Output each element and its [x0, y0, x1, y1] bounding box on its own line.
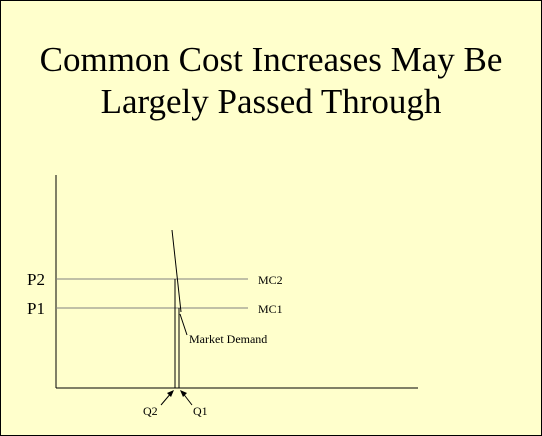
p2-label: P2: [27, 270, 45, 289]
q2-label: Q2: [143, 404, 158, 418]
mc2-label: MC2: [258, 273, 283, 287]
mc1-label: MC1: [258, 302, 283, 316]
slide-title: Common Cost Increases May Be Largely Pas…: [1, 39, 541, 123]
q1-label: Q1: [193, 404, 208, 418]
q1-arrowhead: [180, 390, 187, 397]
demand-curve: [171, 229, 182, 313]
market-demand-label: Market Demand: [189, 332, 267, 346]
q2-arrowhead: [167, 390, 174, 397]
p1-label: P1: [27, 299, 45, 318]
title-line-2: Largely Passed Through: [100, 82, 442, 121]
title-line-1: Common Cost Increases May Be: [39, 40, 503, 79]
demand-pointer: [179, 313, 188, 336]
